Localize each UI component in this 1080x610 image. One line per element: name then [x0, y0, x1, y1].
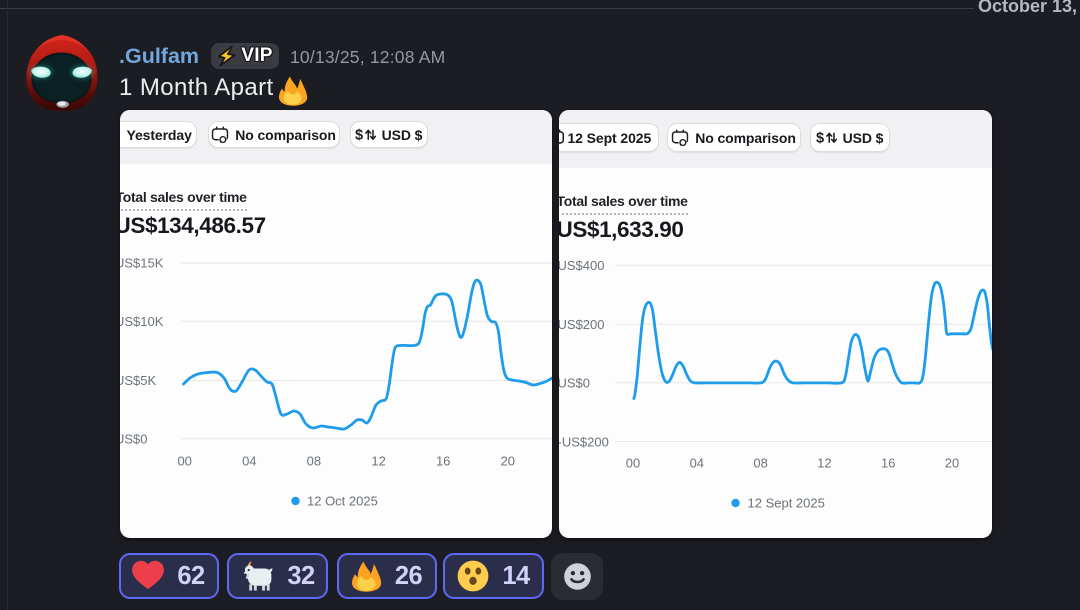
svg-text:12 Oct 2025: 12 Oct 2025 [307, 493, 378, 508]
svg-text:US$5K: US$5K [120, 373, 157, 388]
svg-text:US$15K: US$15K [120, 255, 164, 270]
svg-text:US$0: US$0 [120, 431, 148, 446]
svg-text:US$400: US$400 [559, 258, 604, 273]
svg-text:12: 12 [371, 453, 385, 468]
svg-text:US$0: US$0 [559, 375, 590, 390]
svg-text:00: 00 [177, 453, 191, 468]
svg-text:12 Sept 2025: 12 Sept 2025 [747, 495, 824, 510]
svg-text:US$10K: US$10K [120, 313, 164, 328]
svg-text:$: $ [355, 128, 363, 144]
svg-text:08: 08 [306, 453, 320, 468]
svg-text:08: 08 [753, 455, 767, 470]
svg-text:04: 04 [242, 453, 256, 468]
svg-text:-US$200: -US$200 [559, 434, 609, 449]
svg-text:20: 20 [500, 453, 514, 468]
svg-text:16: 16 [435, 453, 449, 468]
svg-text:00: 00 [625, 455, 639, 470]
svg-text:12: 12 [817, 455, 831, 470]
svg-text:16: 16 [880, 455, 894, 470]
svg-text:20: 20 [944, 455, 958, 470]
svg-text:04: 04 [689, 455, 703, 470]
svg-text:$: $ [816, 131, 824, 147]
svg-text:US$200: US$200 [559, 317, 604, 332]
